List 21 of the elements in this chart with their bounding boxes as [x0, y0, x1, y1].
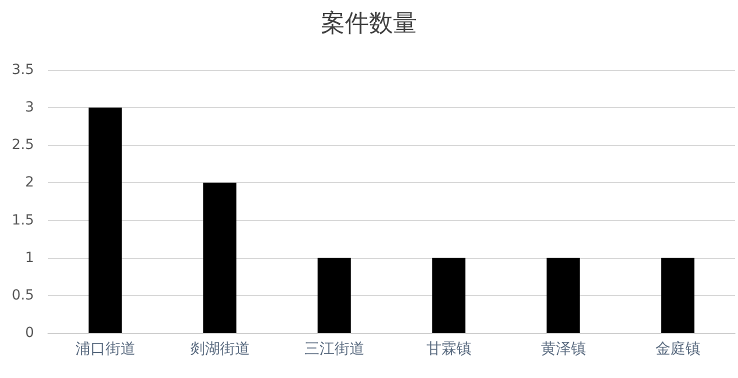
x-tick-label: 剡湖街道 — [190, 340, 250, 358]
bar — [203, 182, 236, 333]
y-tick-label: 1 — [25, 250, 34, 266]
x-tick-label: 甘霖镇 — [426, 340, 472, 358]
y-tick-label: 2 — [25, 174, 34, 191]
bar — [661, 258, 694, 333]
x-tick-label: 三江街道 — [304, 340, 364, 358]
bar — [546, 258, 580, 333]
y-tick-label: 0.5 — [12, 287, 34, 304]
x-tick-label: 浦口街道 — [75, 340, 136, 358]
y-tick-label: 2.5 — [12, 137, 34, 154]
x-tick-label: 黄泽镇 — [540, 340, 586, 358]
bar — [318, 258, 351, 333]
y-tick-label: 3.5 — [12, 62, 34, 78]
bar — [432, 258, 466, 333]
y-tick-label: 3 — [25, 100, 34, 116]
x-tick-label: 金庭镇 — [655, 340, 700, 358]
y-tick-label: 1.5 — [12, 212, 34, 228]
bar — [88, 108, 122, 333]
y-tick-label: 0 — [25, 325, 34, 341]
chart-title: 案件数量 — [321, 9, 417, 37]
